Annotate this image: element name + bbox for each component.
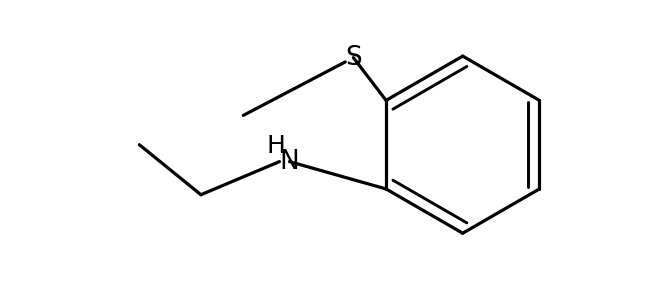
Text: N: N: [279, 149, 299, 175]
Text: H: H: [267, 134, 286, 158]
Text: S: S: [345, 45, 362, 71]
